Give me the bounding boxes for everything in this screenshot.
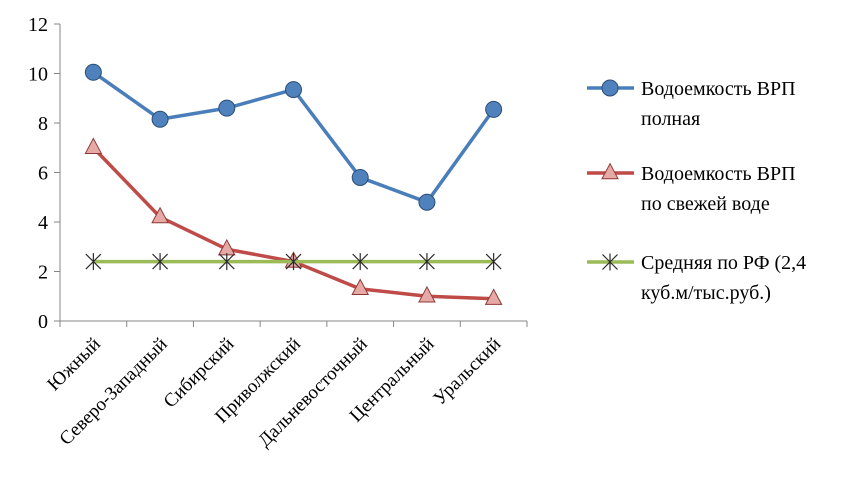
y-tick-label: 4 [38, 212, 48, 234]
legend-marker [601, 162, 619, 180]
data-point [151, 206, 169, 224]
legend-label: по свежей воде [641, 193, 770, 215]
data-point [285, 253, 302, 271]
data-point [84, 63, 102, 81]
data-point [419, 253, 435, 271]
data-point [484, 288, 503, 305]
data-point [151, 110, 169, 128]
legend-entry-2: Водоемкость ВРП по свежей воде [587, 162, 796, 215]
legend-marker [602, 253, 618, 271]
y-tick-label: 6 [38, 163, 48, 185]
legend-label: полная [641, 108, 700, 130]
data-point [85, 253, 102, 271]
data-point [485, 253, 502, 271]
series-1 [84, 63, 503, 211]
data-point [285, 81, 302, 99]
legend-label: Водоемкость ВРП [641, 163, 796, 185]
legend-marker [601, 79, 619, 97]
series-group [84, 63, 503, 305]
data-point [351, 168, 369, 186]
data-point [351, 278, 370, 296]
legend-label: Водоемкость ВРП [641, 78, 796, 100]
legend: Водоемкость ВРП полная Водоемкость ВРП по с… [587, 78, 806, 304]
series-3 [85, 253, 502, 271]
y-tick-label: 2 [38, 262, 48, 284]
series-2 [84, 137, 503, 305]
x-tick-label: Южный [43, 334, 105, 396]
legend-label: куб.м/тыс.руб.) [641, 282, 771, 304]
y-tick-label: 12 [28, 14, 48, 36]
y-tick-label: 8 [38, 113, 48, 135]
data-point [84, 137, 103, 154]
legend-label: Средняя по РФ (2,4 [641, 252, 806, 274]
y-tick-label: 10 [28, 64, 48, 86]
data-point [418, 193, 436, 211]
y-tick-label: 0 [38, 311, 48, 333]
data-point [218, 253, 235, 271]
data-point [218, 99, 236, 117]
legend-entry-1: Водоемкость ВРП полная [587, 78, 796, 130]
data-point [485, 100, 503, 118]
data-point [418, 285, 436, 303]
legend-entry-3: Средняя по РФ (2,4 куб.м/тыс.руб.) [587, 252, 806, 304]
x-tick-label: Уральский [429, 334, 505, 410]
data-point [352, 253, 369, 271]
data-point [152, 253, 168, 271]
